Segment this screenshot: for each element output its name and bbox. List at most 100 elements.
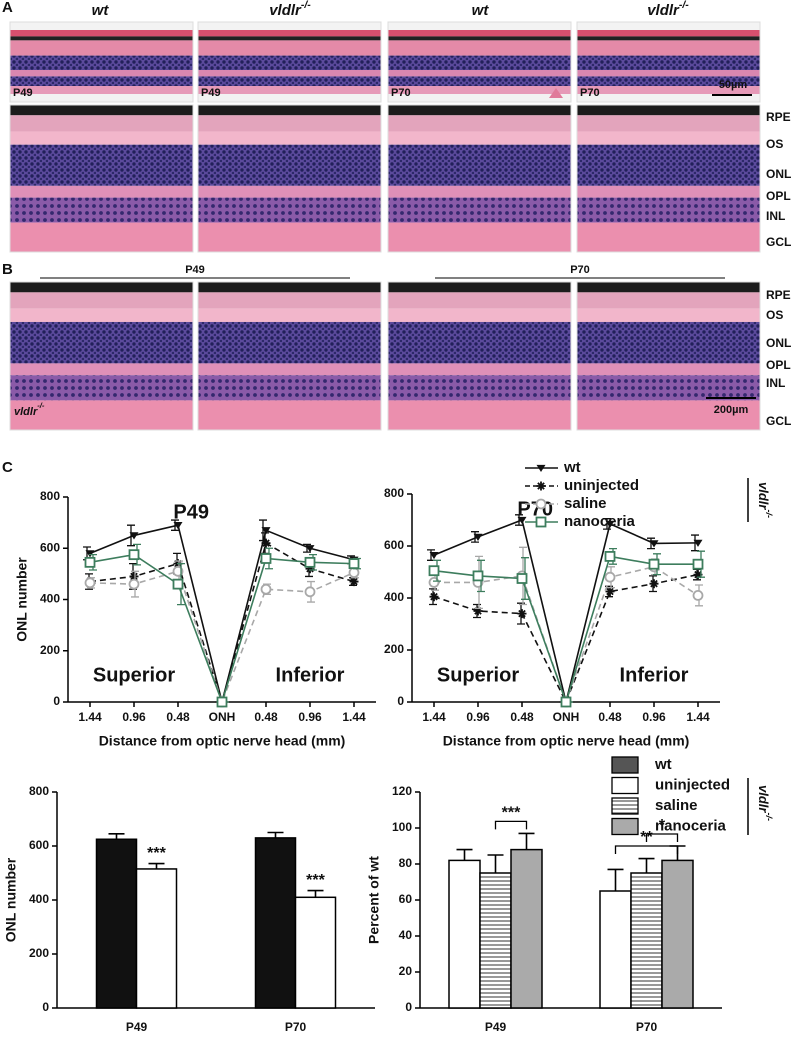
tissue-layer: [577, 36, 760, 41]
error-bar: [171, 519, 179, 531]
histology-image: [387, 104, 572, 253]
x-tick-label: P70: [285, 1020, 307, 1034]
image-border: [576, 281, 761, 431]
marker: [305, 545, 315, 553]
legend-label: wt: [563, 459, 581, 476]
layer-label: ONL: [766, 336, 791, 350]
tissue-layer: [388, 197, 571, 223]
chart-title: P49: [173, 501, 209, 523]
marker: [472, 570, 484, 582]
bar: [135, 868, 178, 1009]
tissue-layer: [388, 321, 571, 364]
region-label: Superior: [93, 664, 175, 686]
tissue-layer: [10, 105, 193, 116]
y-tick-label: 0: [42, 1000, 49, 1014]
image-border: [387, 21, 572, 103]
genotype-text: vldlr: [647, 2, 680, 19]
marker: [429, 592, 439, 602]
marker: [692, 590, 704, 601]
tissue-layer: [10, 70, 193, 77]
marker: [261, 538, 271, 548]
tissue-layer: [198, 105, 381, 116]
image-border: [197, 281, 382, 431]
tissue-layer: [10, 197, 193, 223]
tissue-layer: [577, 86, 760, 94]
histology-image: [197, 21, 382, 103]
genotype-label: vldlr-/-: [647, 0, 689, 19]
error-bar: [603, 518, 611, 530]
marker: [216, 696, 228, 708]
image-label: P49: [201, 87, 221, 99]
x-axis-label: Distance from optic nerve head (mm): [443, 733, 690, 749]
significance-bracket: [614, 845, 679, 854]
tissue-layer: [10, 144, 193, 186]
legend-swatch: [611, 776, 639, 795]
marker: [348, 558, 360, 570]
legend-marker: [536, 481, 546, 491]
image-label: P49: [13, 87, 33, 99]
tissue-layer: [388, 30, 571, 37]
tissue-layer: [198, 282, 381, 293]
x-tick-label: 0.96: [466, 710, 490, 724]
tissue-layer: [10, 76, 193, 86]
region-label: Inferior: [620, 664, 689, 686]
marker: [84, 577, 96, 589]
tissue-layer: [388, 375, 571, 401]
arrowhead: [549, 88, 563, 98]
layer-label: OPL: [766, 189, 791, 203]
tissue-layer: [198, 76, 381, 86]
tissue-layer: [10, 282, 193, 293]
marker: [473, 533, 483, 541]
region-label: Inferior: [276, 664, 345, 686]
genotype-label: wt: [92, 2, 110, 19]
error-bar: [518, 832, 535, 850]
y-tick-label: 0: [53, 694, 60, 708]
significance: *: [659, 817, 666, 834]
legend-label: wt: [654, 756, 672, 773]
tissue-layer: [388, 40, 571, 56]
error-bar: [515, 514, 523, 526]
tissue-layer: [198, 55, 381, 70]
tissue-layer: [577, 321, 760, 364]
marker: [649, 579, 659, 589]
x-tick-label: ONH: [209, 710, 236, 724]
tissue-layer: [10, 131, 193, 145]
image-border: [576, 21, 761, 103]
tissue-layer: [198, 222, 381, 252]
marker: [560, 696, 572, 708]
histology-image: [387, 281, 572, 431]
tissue-layer: [388, 70, 571, 77]
genotype-text: vldlr: [756, 785, 771, 813]
bar: [630, 872, 663, 1009]
y-tick-label: 200: [29, 946, 49, 960]
bar: [448, 859, 481, 1009]
legend-label: saline: [564, 495, 607, 512]
marker: [128, 578, 140, 590]
tissue-layer: [10, 292, 193, 309]
tissue-layer: [577, 222, 760, 252]
tissue-layer: [577, 292, 760, 309]
error-bar: [456, 848, 473, 861]
error-bar: [267, 831, 284, 838]
x-tick-label: P70: [636, 1020, 658, 1034]
tissue-layer: [577, 400, 760, 430]
tissue-layer: [388, 308, 571, 322]
significance: ***: [306, 872, 325, 889]
tissue-layer: [10, 375, 193, 401]
image-border: [9, 104, 194, 253]
marker: [261, 527, 271, 535]
legend-label: uninjected: [655, 776, 730, 793]
histology-image: [576, 21, 761, 103]
image-border: [9, 281, 194, 431]
marker: [304, 556, 316, 568]
image-label: P70: [391, 87, 411, 99]
legend-swatch: [611, 797, 639, 815]
histology-image: [576, 281, 761, 431]
genotype-superscript: -/-: [301, 0, 311, 11]
legend-swatch: [611, 817, 639, 836]
marker: [172, 565, 184, 577]
x-tick-label: 0.48: [510, 710, 534, 724]
histology-image: [387, 21, 572, 103]
tissue-layer: [198, 292, 381, 309]
marker: [429, 551, 439, 560]
